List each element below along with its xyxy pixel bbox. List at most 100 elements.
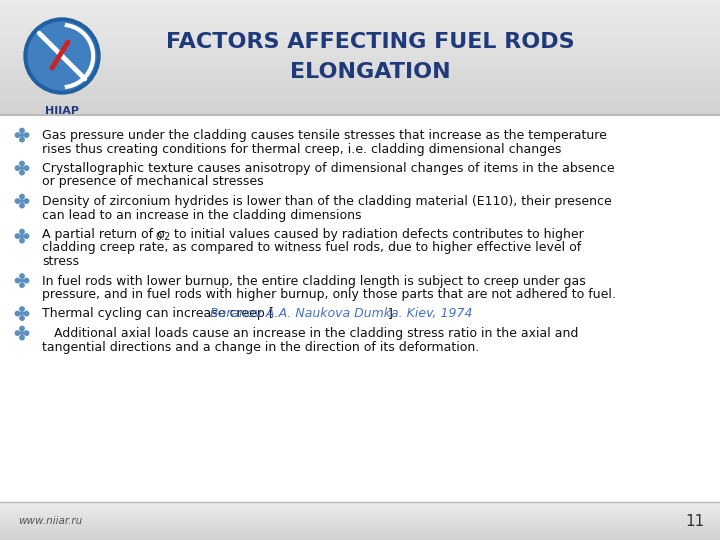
Bar xyxy=(0,48,720,49)
Bar xyxy=(0,60,720,61)
Bar xyxy=(0,7,720,8)
Text: In fuel rods with lower burnup, the entire cladding length is subject to creep u: In fuel rods with lower burnup, the enti… xyxy=(42,274,586,287)
Circle shape xyxy=(20,161,24,166)
Circle shape xyxy=(20,137,24,142)
Bar xyxy=(0,503,720,504)
Text: rises thus creating conditions for thermal creep, i.e. cladding dimensional chan: rises thus creating conditions for therm… xyxy=(42,143,562,156)
Circle shape xyxy=(20,307,24,311)
Circle shape xyxy=(15,279,19,283)
Bar xyxy=(0,108,720,109)
Bar xyxy=(0,20,720,21)
Bar xyxy=(0,19,720,20)
Circle shape xyxy=(24,199,29,203)
Bar xyxy=(0,93,720,94)
Bar xyxy=(0,68,720,69)
Circle shape xyxy=(24,133,29,137)
Bar xyxy=(0,509,720,510)
Bar xyxy=(0,35,720,36)
Bar xyxy=(0,532,720,533)
Circle shape xyxy=(20,230,24,234)
Bar xyxy=(0,53,720,54)
Bar xyxy=(0,90,720,91)
Text: to initial values caused by radiation defects contributes to higher: to initial values caused by radiation de… xyxy=(170,228,584,241)
Bar xyxy=(0,533,720,534)
Text: Gas pressure under the cladding causes tensile stresses that increase as the tem: Gas pressure under the cladding causes t… xyxy=(42,129,607,142)
Circle shape xyxy=(20,234,24,238)
Bar xyxy=(0,512,720,513)
Bar xyxy=(0,59,720,60)
Bar xyxy=(0,510,720,511)
Bar xyxy=(0,12,720,13)
Bar xyxy=(0,41,720,42)
Bar xyxy=(0,76,720,77)
Bar xyxy=(0,78,720,79)
Bar xyxy=(0,91,720,92)
Bar xyxy=(0,43,720,44)
Bar xyxy=(0,31,720,32)
Bar xyxy=(0,535,720,536)
Bar xyxy=(0,0,720,1)
Bar xyxy=(0,99,720,100)
Bar xyxy=(0,527,720,528)
Bar xyxy=(0,528,720,529)
Text: Density of zirconium hydrides is lower than of the cladding material (E110), the: Density of zirconium hydrides is lower t… xyxy=(42,195,612,208)
Circle shape xyxy=(24,312,29,316)
Circle shape xyxy=(15,312,19,316)
Text: can lead to an increase in the cladding dimensions: can lead to an increase in the cladding … xyxy=(42,208,361,221)
Circle shape xyxy=(20,279,24,282)
Bar xyxy=(0,80,720,81)
Text: ]: ] xyxy=(388,307,393,321)
Text: cladding creep rate, as compared to witness fuel rods, due to higher effective l: cladding creep rate, as compared to witn… xyxy=(42,241,581,254)
Bar xyxy=(0,504,720,505)
Circle shape xyxy=(15,166,19,170)
Bar xyxy=(0,4,720,5)
Circle shape xyxy=(15,234,19,238)
Bar xyxy=(0,50,720,51)
Bar xyxy=(0,110,720,111)
Bar xyxy=(0,517,720,518)
Bar xyxy=(0,16,720,17)
Text: FACTORS AFFECTING FUEL RODS: FACTORS AFFECTING FUEL RODS xyxy=(166,32,575,52)
Bar xyxy=(0,1,720,2)
Bar xyxy=(0,514,720,515)
Bar xyxy=(0,67,720,68)
Text: Thermal cycling can increase creep [: Thermal cycling can increase creep [ xyxy=(42,307,274,321)
Bar xyxy=(0,539,720,540)
Bar xyxy=(0,102,720,103)
Bar xyxy=(0,56,720,57)
Bar xyxy=(0,8,720,9)
Text: Additional axial loads cause an increase in the cladding stress ratio in the axi: Additional axial loads cause an increase… xyxy=(54,327,578,340)
Bar xyxy=(0,51,720,52)
Bar xyxy=(0,39,720,40)
Bar xyxy=(0,526,720,527)
Text: Crystallographic texture causes anisotropy of dimensional changes of items in th: Crystallographic texture causes anisotro… xyxy=(42,162,615,175)
Bar xyxy=(0,511,720,512)
Bar xyxy=(0,522,720,523)
Bar xyxy=(0,24,720,25)
Circle shape xyxy=(20,129,24,133)
Bar xyxy=(0,507,720,508)
Bar xyxy=(0,10,720,11)
Bar xyxy=(0,534,720,535)
Bar xyxy=(0,84,720,85)
Text: A partial return of σ: A partial return of σ xyxy=(42,228,165,241)
Bar xyxy=(0,105,720,106)
Bar xyxy=(0,513,720,514)
Bar xyxy=(0,538,720,539)
Bar xyxy=(0,100,720,101)
Bar xyxy=(0,11,720,12)
Circle shape xyxy=(15,133,19,137)
Bar xyxy=(0,106,720,107)
Bar xyxy=(0,72,720,73)
Bar xyxy=(0,36,720,37)
Bar xyxy=(0,17,720,18)
Bar xyxy=(0,81,720,82)
Circle shape xyxy=(20,283,24,287)
Bar xyxy=(0,502,720,503)
Bar xyxy=(0,70,720,71)
Bar xyxy=(0,71,720,72)
Bar xyxy=(0,98,720,99)
Bar xyxy=(0,515,720,516)
Bar xyxy=(0,112,720,113)
Bar xyxy=(0,525,720,526)
